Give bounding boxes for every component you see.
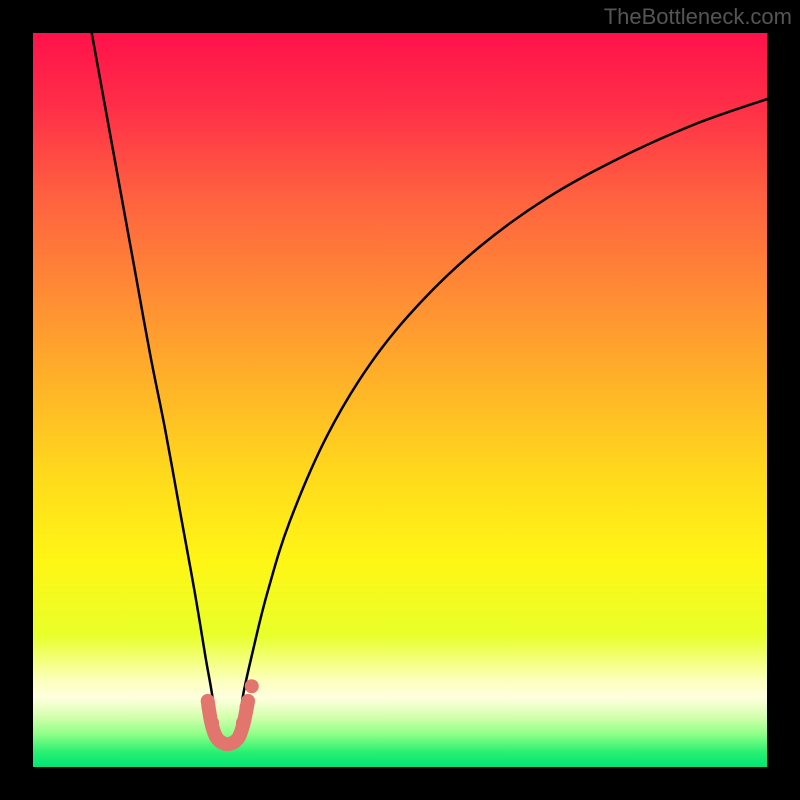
plot-area [33, 33, 767, 767]
bottleneck-chart [33, 33, 767, 767]
gradient-background [33, 33, 767, 767]
u-marker-dot [201, 700, 215, 714]
u-marker-dot [240, 700, 254, 714]
u-marker-dot [205, 716, 219, 730]
u-marker-dot [245, 679, 259, 693]
watermark-text: TheBottleneck.com [604, 4, 792, 30]
u-marker-dot [236, 716, 250, 730]
